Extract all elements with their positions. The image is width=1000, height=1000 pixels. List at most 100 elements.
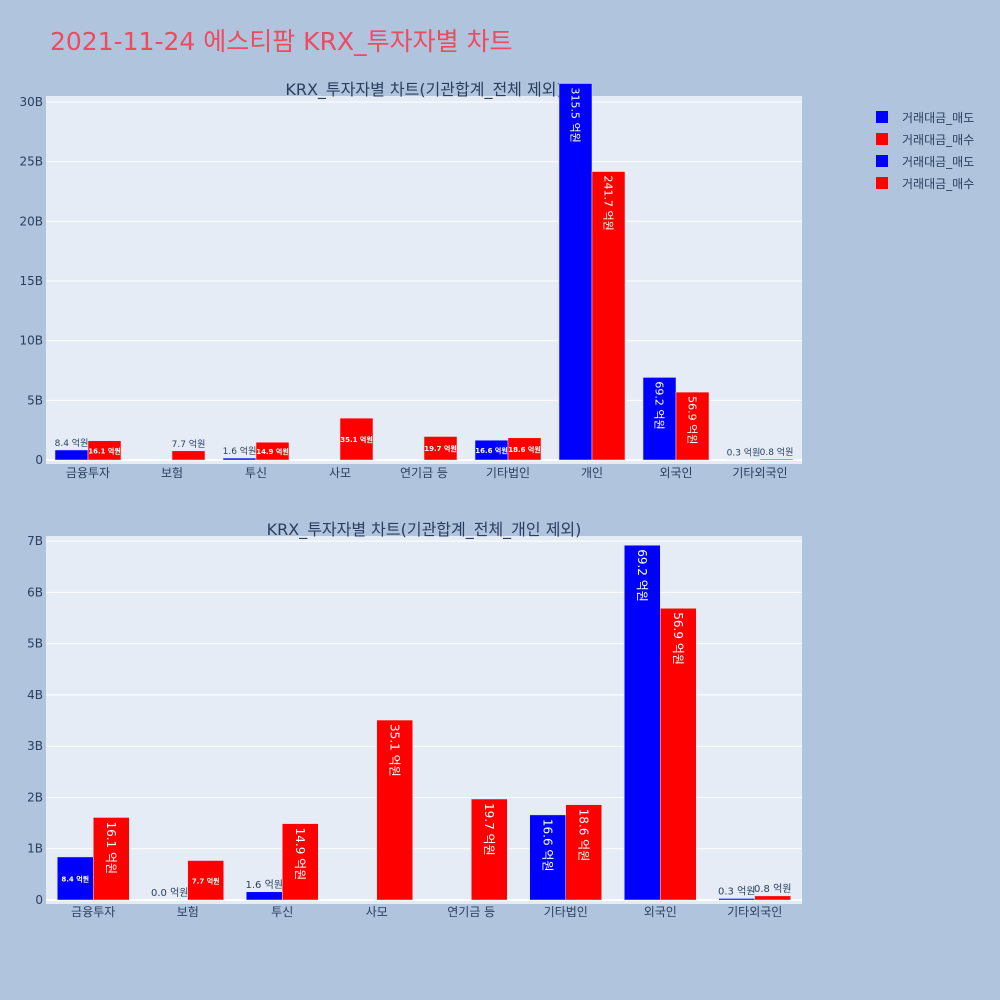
- x-tick-label: 금융투자: [66, 466, 110, 480]
- data-label: 18.6 억원: [577, 809, 591, 862]
- data-label: 1.6 억원: [223, 445, 257, 457]
- data-label: 56.9 억원: [686, 396, 699, 444]
- bar[interactable]: [642, 377, 677, 461]
- x-tick-label: 기타외국인: [732, 466, 787, 480]
- y-tick-label: 20B: [19, 214, 43, 228]
- y-tick-label: 4B: [27, 688, 43, 702]
- data-label: 16.6 억원: [475, 446, 508, 455]
- data-label: 1.6 억원: [246, 879, 283, 891]
- x-tick-label: 사모: [329, 466, 351, 480]
- legend[interactable]: 거래대금_매도 거래대금_매수 거래대금_매도 거래대금_매수: [876, 106, 974, 194]
- bar[interactable]: [718, 898, 755, 901]
- bar[interactable]: [93, 817, 130, 901]
- data-label: 69.2 억원: [635, 549, 649, 602]
- bar[interactable]: [624, 544, 661, 901]
- x-tick-label: 투신: [245, 466, 267, 480]
- data-label: 0.8 억원: [760, 446, 794, 458]
- x-tick-label: 투신: [271, 905, 293, 919]
- legend-swatch: [876, 155, 888, 167]
- data-label: 35.1 억원: [340, 435, 373, 444]
- bar[interactable]: [471, 798, 508, 901]
- legend-item[interactable]: 거래대금_매수: [876, 128, 974, 150]
- bar[interactable]: [246, 891, 283, 901]
- chart-panel-2: 0 1B 2B 3B 4B 5B 6B 7B KRX_투자자별 차트(기관합계_전체_개인 제외…: [27, 520, 802, 919]
- bar[interactable]: [565, 804, 602, 901]
- data-label: 16.1 억원: [104, 821, 118, 874]
- bar[interactable]: [558, 83, 593, 461]
- y-tick-label: 10B: [19, 334, 43, 348]
- bar[interactable]: [507, 437, 542, 461]
- bar[interactable]: [591, 171, 626, 461]
- y-tick-label: 0: [35, 893, 43, 907]
- bar[interactable]: [376, 719, 413, 901]
- data-label: 0.3 억원: [727, 447, 761, 459]
- bar[interactable]: [187, 860, 224, 901]
- data-label: 16.6 억원: [541, 819, 555, 872]
- y-tick-label: 5B: [27, 637, 43, 651]
- x-tick-label: 보험: [177, 905, 199, 919]
- page-title: 2021-11-24 에스티팜 KRX_투자자별 차트: [50, 27, 513, 56]
- legend-item[interactable]: 거래대금_매수: [876, 172, 974, 194]
- data-label: 0.8 억원: [754, 883, 791, 895]
- data-label: 19.7 억원: [482, 803, 496, 856]
- data-label: 56.9 억원: [671, 612, 685, 665]
- x-tick-label: 연기금 등: [400, 466, 448, 480]
- x-tick-label: 개인: [581, 466, 603, 480]
- bar[interactable]: [529, 814, 566, 901]
- x-tick-label: 연기금 등: [447, 905, 495, 919]
- y-tick-label: 3B: [27, 739, 43, 753]
- legend-label: 거래대금_매도: [902, 154, 975, 169]
- y-tick-label: 30B: [19, 95, 43, 109]
- bar[interactable]: [171, 450, 206, 461]
- data-label: 315.5 억원: [569, 87, 582, 142]
- bar[interactable]: [255, 441, 290, 461]
- y-tick-label: 2B: [27, 790, 43, 804]
- y-tick-label: 1B: [27, 842, 43, 856]
- legend-swatch: [876, 111, 888, 123]
- x-tick-label: 금융투자: [71, 905, 115, 919]
- data-label: 8.4 억원: [61, 874, 89, 883]
- x-tick-label: 기타법인: [544, 905, 588, 919]
- data-label: 241.7 억원: [602, 176, 615, 231]
- bar[interactable]: [282, 823, 319, 901]
- bar[interactable]: [675, 391, 710, 461]
- bar[interactable]: [759, 458, 794, 461]
- x-tick-label: 외국인: [659, 466, 692, 480]
- y-tick-label: 7B: [27, 534, 43, 548]
- legend-label: 거래대금_매수: [902, 132, 975, 147]
- data-label: 16.1 억원: [88, 446, 121, 455]
- bar[interactable]: [423, 436, 458, 461]
- data-label: 18.6 억원: [508, 445, 541, 454]
- bar[interactable]: [660, 608, 697, 901]
- chart-title: KRX_투자자별 차트(기관합계_전체_개인 제외): [267, 520, 582, 540]
- bar[interactable]: [87, 440, 122, 461]
- data-label: 0.0 억원: [151, 887, 188, 899]
- data-label: 35.1 억원: [388, 724, 402, 777]
- legend-item[interactable]: 거래대금_매도: [876, 150, 974, 172]
- data-label: 14.9 억원: [293, 828, 307, 881]
- data-label: 69.2 억원: [653, 381, 666, 429]
- legend-label: 거래대금_매도: [902, 110, 975, 125]
- y-tick-label: 6B: [27, 585, 43, 599]
- bar[interactable]: [754, 895, 791, 901]
- x-tick-label: 보험: [161, 466, 183, 480]
- bar[interactable]: [339, 417, 374, 461]
- chart-panel-1: 0 5B 10B 15B 20B 25B 30B KRX_투자자별 차트(기관합계_전체 제외…: [19, 80, 802, 480]
- bar[interactable]: [54, 449, 89, 461]
- x-tick-label: 외국인: [644, 905, 677, 919]
- y-tick-label: 15B: [19, 274, 43, 288]
- data-label: 7.7 억원: [192, 876, 220, 885]
- legend-label: 거래대금_매수: [902, 176, 975, 191]
- x-tick-label: 기타법인: [486, 466, 530, 480]
- legend-swatch: [876, 177, 888, 189]
- data-label: 19.7 억원: [424, 444, 457, 453]
- legend-item[interactable]: 거래대금_매도: [876, 106, 974, 128]
- data-label: 14.9 억원: [256, 447, 289, 456]
- bar[interactable]: [222, 457, 257, 461]
- y-tick-label: 25B: [19, 155, 43, 169]
- data-label: 7.7 억원: [172, 438, 206, 450]
- chart-title: KRX_투자자별 차트(기관합계_전체 제외): [285, 80, 562, 100]
- y-tick-label: 0: [35, 453, 43, 467]
- x-tick-label: 사모: [366, 905, 388, 919]
